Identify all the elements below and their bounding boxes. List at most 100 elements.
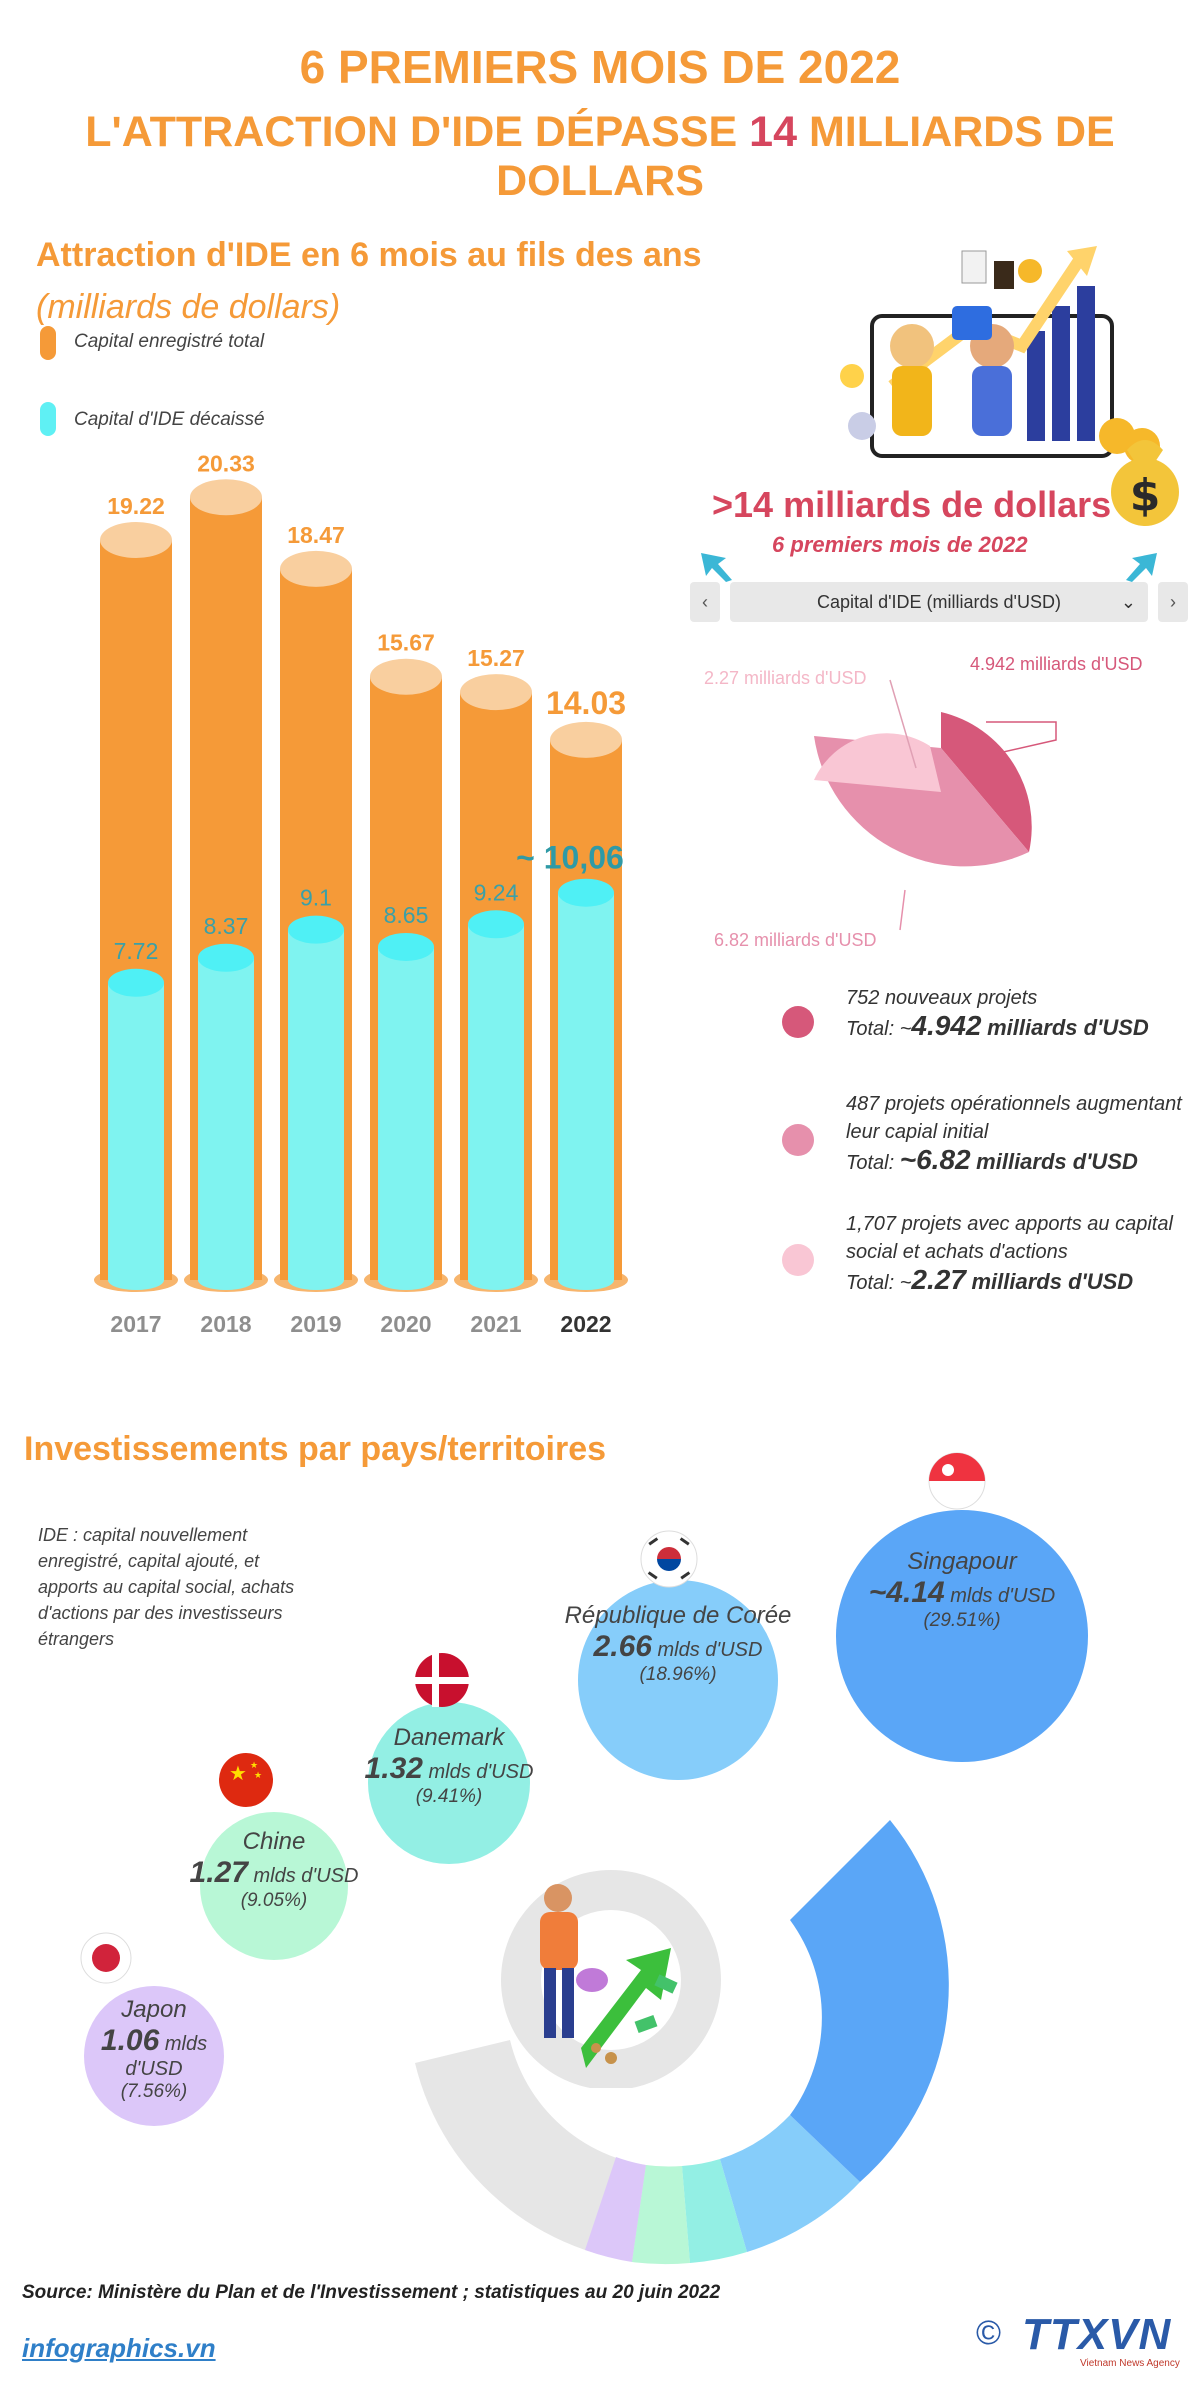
x-tick-label: 2021 <box>470 1311 521 1337</box>
country-name: Danemark <box>393 1724 505 1751</box>
pie-slice-new-projects <box>941 712 1032 852</box>
legend-label-disbursed: Capital d'IDE décaissé <box>74 409 265 430</box>
stat-count: 1,707 <box>846 1213 897 1235</box>
stat-total-unit: milliards d'USD <box>987 1015 1149 1040</box>
stat-total-value: ~6.82 <box>899 1144 971 1175</box>
donut-slice-singapour <box>790 1820 949 2182</box>
country-pct: (9.41%) <box>415 1786 483 1807</box>
legend-label-registered: Capital enregistré total <box>74 331 265 352</box>
bar-total-label: 18.47 <box>287 522 345 548</box>
bubble-singapour: Singapour ~4.14 mlds d'USD (29.51%) <box>836 1510 1088 1762</box>
stat-total-unit: milliards d'USD <box>976 1149 1138 1174</box>
prev-button[interactable]: ‹ <box>690 582 720 622</box>
main-title-line1: 6 PREMIERS MOIS DE 2022 <box>299 41 901 93</box>
main-title-line2: L'ATTRACTION D'IDE DÉPASSE 14 MILLIARDS … <box>0 108 1200 206</box>
country-unit: mlds d'USD <box>253 1865 359 1887</box>
money-bag-icon: $ <box>1111 440 1179 526</box>
country-name: République de Corée <box>564 1602 792 1629</box>
bar-disbursed <box>468 924 524 1280</box>
country-name: Chine <box>242 1828 306 1855</box>
svg-text:★: ★ <box>250 1761 258 1771</box>
bar-disbursed-bottom <box>558 1270 614 1290</box>
title-line2-part-b: MILLIARDS DE DOLLARS <box>496 108 1115 205</box>
country-unit: mlds d'USD <box>428 1761 534 1783</box>
capital-pie-chart <box>814 679 1057 931</box>
ttxvn-logo: TTXVN <box>1022 2310 1172 2359</box>
country-unit: mlds d'USD <box>950 1585 1056 1607</box>
bar-group-2018: 20.33 8.37 2018 <box>184 450 268 1337</box>
bar-chart: 19.22 7.72 2017 20.33 8.37 2018 18.47 9.1 2019 15… <box>94 450 628 1337</box>
pie-slice-share-purchase <box>814 733 941 792</box>
bar-total-top <box>280 550 352 587</box>
stat-total-value: 2.27 <box>911 1264 966 1295</box>
stat-total-prefix: Total: ~ <box>846 1018 912 1040</box>
country-name: Japon <box>121 1996 187 2023</box>
bar-disbursed-label: 8.65 <box>384 902 429 928</box>
source-note: Source: Ministère du Plan et de l'Invest… <box>22 2282 721 2303</box>
flag-denmark-icon <box>415 1653 469 1707</box>
flag-singapore-icon <box>928 1452 986 1510</box>
stat-count: 487 <box>846 1093 880 1115</box>
flag-korea-icon <box>640 1530 698 1588</box>
bar-disbursed-bottom <box>108 1270 164 1290</box>
business-illustration <box>840 246 1160 464</box>
pie-label-shares: 2.27 milliards d'USD <box>704 668 867 688</box>
copyright-icon: © <box>976 2314 1002 2352</box>
stat-new-projects: 752 nouveaux projets Total: ~4.942 milli… <box>846 984 1186 1043</box>
bar-total-top <box>190 479 262 516</box>
title-line2-number: 14 <box>749 108 797 156</box>
stat-capital-increase: 487 projets opérationnels augmentant leu… <box>846 1090 1196 1177</box>
bar-disbursed <box>198 957 254 1280</box>
donut-slice-japon <box>585 2157 646 2262</box>
bar-disbursed-label: ~ 10,06 <box>516 840 624 876</box>
stat-total-unit: milliards d'USD <box>971 1269 1134 1294</box>
x-tick-label: 2019 <box>290 1311 341 1337</box>
chart-title: Attraction d'IDE en 6 mois au fils des a… <box>36 236 702 274</box>
bar-total-top <box>550 721 622 758</box>
donut-slice-danemark <box>682 2159 747 2263</box>
chevron-down-icon: ⌄ <box>1120 592 1136 612</box>
bar-total-top <box>460 674 532 711</box>
svg-text:★: ★ <box>229 1761 247 1785</box>
capital-type-select[interactable]: Capital d'IDE (milliards d'USD) ⌄ <box>730 582 1148 622</box>
bar-total-top <box>370 658 442 695</box>
country-pct: (7.56%) <box>120 2081 188 2102</box>
bar-disbursed-top <box>288 915 344 944</box>
country-unit: mlds d'USD <box>657 1639 763 1661</box>
site-link[interactable]: infographics.vn <box>22 2333 216 2363</box>
stat-total-prefix: Total: ~ <box>846 1272 912 1294</box>
country-value: ~4.14 <box>868 1576 945 1609</box>
legend-swatch-registered <box>40 326 56 360</box>
x-tick-label: 2017 <box>110 1311 161 1337</box>
bar-disbursed-top <box>558 878 614 907</box>
bar-disbursed-top <box>108 968 164 997</box>
select-value: Capital d'IDE (milliards d'USD) <box>817 592 1061 612</box>
bubble-danemark: Danemark 1.32 mlds d'USD (9.41%) <box>364 1702 533 1864</box>
stat-total-prefix: Total: <box>846 1152 900 1174</box>
bar-disbursed-top <box>378 932 434 961</box>
bar-total-label: 14.03 <box>546 685 626 721</box>
svg-text:$: $ <box>1130 470 1161 521</box>
country-value: 1.06 <box>100 2024 160 2057</box>
stat-count: 752 <box>846 987 880 1009</box>
country-value: 1.32 <box>364 1752 423 1785</box>
legend-swatch-disbursed <box>40 402 56 436</box>
bar-disbursed-label: 9.24 <box>474 879 519 905</box>
bar-disbursed-bottom <box>198 1270 254 1290</box>
next-button[interactable]: › <box>1158 582 1188 622</box>
bar-disbursed-top <box>468 910 524 939</box>
stat-text: projets avec apports au capital social e… <box>846 1213 1173 1263</box>
bar-group-2021: 15.27 9.24 2021 <box>454 645 538 1337</box>
country-value: 1.27 <box>189 1856 248 1889</box>
x-tick-label: 2020 <box>380 1311 431 1337</box>
chart-subtitle: (milliards de dollars) <box>36 288 341 326</box>
stat-text: nouveaux projets <box>884 987 1038 1009</box>
country-value: 2.66 <box>593 1630 652 1663</box>
bar-disbursed-bottom <box>288 1270 344 1290</box>
pie-label-increase: 6.82 milliards d'USD <box>714 930 877 950</box>
investor-illustration <box>501 1870 721 2088</box>
bar-total-label: 19.22 <box>107 493 165 519</box>
bubble-chine: Chine 1.27 mlds d'USD (9.05%) <box>190 1812 358 1960</box>
x-tick-label: 2022 <box>560 1311 611 1337</box>
stat-total-value: 4.942 <box>911 1010 982 1041</box>
